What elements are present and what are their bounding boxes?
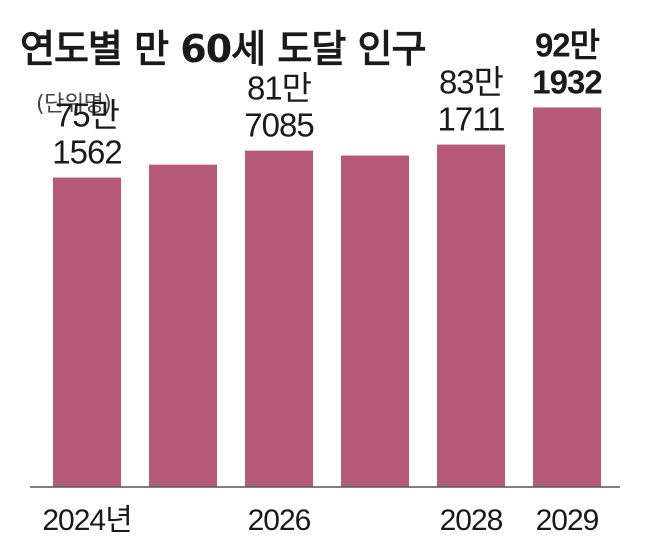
- unit-label: (단위명): [36, 92, 112, 117]
- data-label: 1932: [532, 63, 602, 100]
- bar-2029: [533, 107, 601, 488]
- tick-labels-group: 2024년 2026 2028 2029: [42, 504, 599, 537]
- data-label: 92만: [535, 26, 600, 63]
- bar-2024년: [53, 177, 121, 487]
- chart-title: 연도별 만 60세 도달 인구: [20, 27, 426, 71]
- data-label: 1562: [52, 134, 121, 171]
- bar-2025: [149, 164, 217, 487]
- x-tick-label: 2029: [536, 504, 599, 537]
- data-label: 81만: [247, 70, 312, 107]
- bar-2028: [437, 144, 505, 487]
- x-tick-label: 2026: [248, 504, 311, 537]
- data-label: 75만: [55, 97, 120, 134]
- data-label: 1711: [438, 101, 505, 138]
- x-tick-label: 2028: [440, 504, 503, 537]
- data-label: 83만: [439, 64, 504, 101]
- bars-group: [53, 107, 601, 488]
- x-tick-label: 2024년: [42, 504, 131, 537]
- bar-2027: [341, 155, 409, 488]
- data-label: 7085: [244, 107, 313, 144]
- bar-2026: [245, 150, 313, 487]
